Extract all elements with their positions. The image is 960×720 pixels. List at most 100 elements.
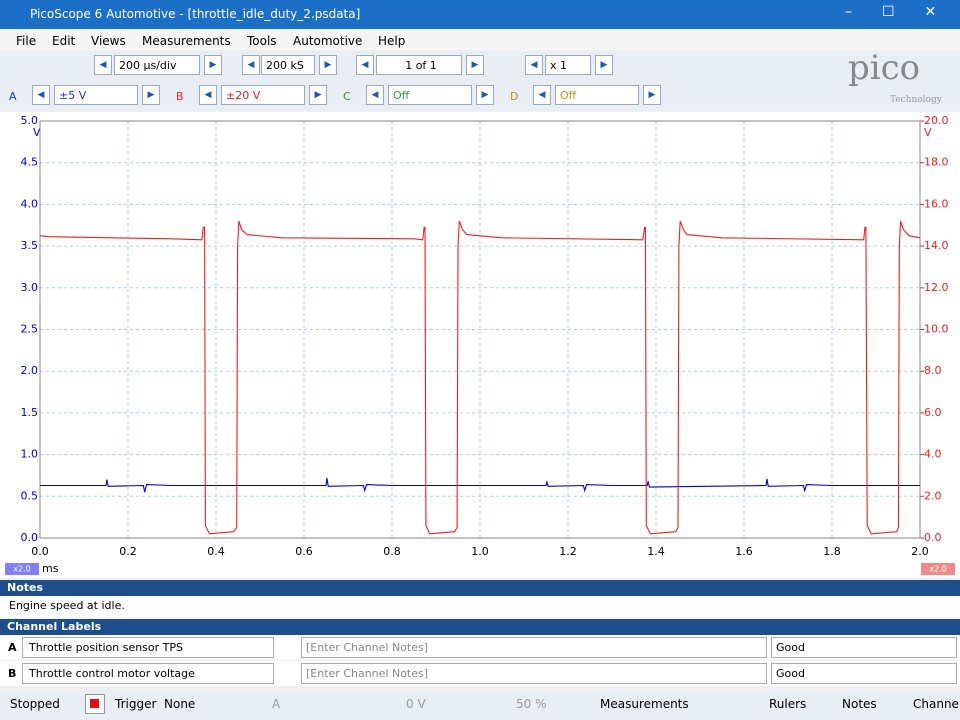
menu-item[interactable]: File bbox=[16, 34, 37, 48]
next[interactable]: ▶ bbox=[319, 55, 337, 75]
status-button[interactable]: Rulers bbox=[769, 697, 807, 711]
zoom-left: x2.0 bbox=[13, 565, 30, 574]
menu-item[interactable]: Edit bbox=[52, 34, 76, 48]
y-tick-label: 0.0 bbox=[21, 531, 39, 544]
channel-notes[interactable]: [Enter Channel Notes] bbox=[301, 637, 767, 658]
zoom-badge bbox=[5, 563, 39, 575]
channel-status[interactable]: Good bbox=[771, 637, 957, 658]
timebase[interactable]: 200 µs/div bbox=[114, 55, 200, 75]
notes-header: Notes bbox=[0, 580, 960, 596]
menu-item[interactable]: Views bbox=[91, 34, 126, 48]
channel-label[interactable]: Throttle control motor voltage bbox=[22, 663, 274, 684]
x-tick-label: 0.6 bbox=[295, 545, 313, 558]
y2-tick-label: 12.0 bbox=[924, 281, 949, 294]
status-trigger[interactable]: None bbox=[164, 697, 196, 711]
y-tick-label: 1.0 bbox=[21, 448, 39, 461]
y-tick-label: 3.5 bbox=[21, 239, 39, 252]
next[interactable]: ▶ bbox=[466, 55, 484, 75]
prev[interactable]: ◀ bbox=[356, 55, 374, 75]
buffer[interactable]: 1 of 1 bbox=[376, 55, 462, 75]
status-button[interactable]: Channel Labels bbox=[913, 697, 960, 711]
next[interactable]: ▶ bbox=[476, 85, 494, 105]
logo: pico bbox=[848, 48, 921, 88]
logo-sub: Technology bbox=[890, 95, 942, 105]
x-tick-label: 1.2 bbox=[559, 545, 577, 558]
channel-range[interactable]: ±5 V bbox=[54, 85, 138, 105]
y2-tick-label: 14.0 bbox=[924, 239, 949, 252]
x-tick-label: 0.0 bbox=[31, 545, 49, 558]
next[interactable]: ▶ bbox=[309, 85, 327, 105]
y2-tick-label: 8.0 bbox=[924, 364, 942, 377]
next[interactable]: ▶ bbox=[595, 55, 613, 75]
notes-text[interactable]: Engine speed at idle. bbox=[0, 596, 960, 618]
window-controls[interactable]: –☐✕ bbox=[845, 4, 960, 20]
prev[interactable]: ◀ bbox=[525, 55, 543, 75]
channel-range[interactable]: ±20 V bbox=[221, 85, 305, 105]
y2-tick-label: 4.0 bbox=[924, 448, 942, 461]
y-tick-label: 4.5 bbox=[21, 156, 39, 169]
y2-tick-label: 16.0 bbox=[924, 197, 949, 210]
y-tick-label: 1.5 bbox=[21, 406, 39, 419]
menu-item[interactable]: Help bbox=[378, 34, 406, 48]
x-tick-label: 0.8 bbox=[383, 545, 401, 558]
y2-tick-label: 0.0 bbox=[924, 531, 942, 544]
title-bar bbox=[0, 0, 960, 29]
prev[interactable]: ◀ bbox=[366, 85, 384, 105]
status-button[interactable]: Notes bbox=[842, 697, 877, 711]
x-tick-label: 1.8 bbox=[823, 545, 841, 558]
prev[interactable]: ◀ bbox=[199, 85, 217, 105]
prev[interactable]: ◀ bbox=[242, 55, 260, 75]
prev[interactable]: ◀ bbox=[32, 85, 50, 105]
status-pretrigger[interactable]: 50 % bbox=[516, 697, 547, 711]
y-tick-label: 0.5 bbox=[21, 489, 39, 502]
x-tick-label: 0.4 bbox=[207, 545, 225, 558]
menu-item[interactable]: Automotive bbox=[293, 34, 363, 48]
x-tick-label: 1.6 bbox=[735, 545, 753, 558]
prev[interactable]: ◀ bbox=[533, 85, 551, 105]
y2-tick-label: 18.0 bbox=[924, 156, 949, 169]
status-state[interactable]: Stopped bbox=[10, 697, 60, 711]
window-title: PicoScope 6 Automotive - [throttle_idle_… bbox=[30, 7, 361, 21]
menu-bar bbox=[0, 30, 960, 50]
channel-id[interactable]: B bbox=[176, 90, 184, 103]
y-tick-label: 2.0 bbox=[21, 364, 39, 377]
row-bg bbox=[0, 635, 960, 660]
menu-item[interactable]: Measurements bbox=[142, 34, 231, 48]
channel-label[interactable]: Throttle position sensor TPS bbox=[22, 637, 274, 658]
samples[interactable]: 200 kS bbox=[261, 55, 315, 75]
y-tick-label: 4.0 bbox=[21, 197, 39, 210]
status-trigger-channel[interactable]: A bbox=[272, 697, 281, 711]
menu-item[interactable]: Tools bbox=[247, 34, 277, 48]
y-tick-label: 3.0 bbox=[21, 281, 39, 294]
status-trigger-label[interactable]: Trigger bbox=[115, 697, 157, 711]
y-unit: V bbox=[33, 126, 41, 139]
row-channel: A bbox=[8, 641, 17, 654]
trace bbox=[40, 477, 920, 493]
next[interactable]: ▶ bbox=[204, 55, 222, 75]
status-button[interactable]: Measurements bbox=[600, 697, 689, 711]
next[interactable]: ▶ bbox=[142, 85, 160, 105]
x-tick-label: 0.2 bbox=[119, 545, 137, 558]
next[interactable]: ▶ bbox=[643, 85, 661, 105]
x-tick-label: 2.0 bbox=[911, 545, 929, 558]
channel-range[interactable]: Off bbox=[388, 85, 472, 105]
prev[interactable]: ◀ bbox=[94, 55, 112, 75]
channel-status[interactable]: Good bbox=[771, 663, 957, 684]
channel-id[interactable]: D bbox=[510, 90, 519, 103]
plot-frame bbox=[39, 120, 921, 539]
y-tick-label: 2.5 bbox=[21, 323, 39, 336]
zoom-badge bbox=[921, 563, 955, 575]
y2-tick-label: 10.0 bbox=[924, 323, 949, 336]
channel-range[interactable]: Off bbox=[555, 85, 639, 105]
zoom[interactable]: x 1 bbox=[545, 55, 591, 75]
channel-notes[interactable]: [Enter Channel Notes] bbox=[301, 663, 767, 684]
trace bbox=[39, 220, 921, 535]
y-tick-label: 5.0 bbox=[21, 114, 39, 127]
x-tick-label: 1.0 bbox=[471, 545, 489, 558]
y2-tick-label: 6.0 bbox=[924, 406, 942, 419]
x-unit: ms bbox=[42, 562, 59, 575]
status-threshold[interactable]: 0 V bbox=[406, 697, 426, 711]
channel-id[interactable]: C bbox=[343, 90, 351, 103]
channel-id[interactable]: A bbox=[9, 90, 17, 103]
zoom-right: x2.0 bbox=[929, 565, 946, 574]
